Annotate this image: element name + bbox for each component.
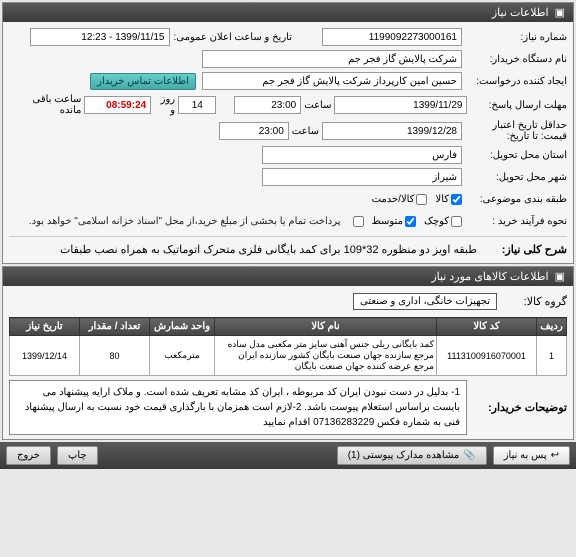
delivery-prov-field: فارس [262,146,462,164]
items-header: ▣ اطلاعات کالاهای مورد نیاز [3,267,573,286]
deadline-time-field: 23:00 [234,96,301,114]
items-panel: ▣ اطلاعات کالاهای مورد نیاز گروه کالا: ت… [2,266,574,440]
panel-body: شماره نیاز: 1199092273000161 تاریخ و ساع… [3,22,573,263]
remain-suffix: ساعت باقی مانده [12,94,81,116]
info-icon: ▣ [555,6,565,19]
th-name: نام کالا [215,318,437,336]
treasury-checkbox-input[interactable] [353,216,364,227]
subject-text: طبقه اویز دو منظوره 32*109 برای کمد بایگ… [60,243,477,256]
small-checkbox-input[interactable] [451,216,462,227]
validity-date-field: 1399/12/28 [322,122,462,140]
need-number-label: شماره نیاز: [462,32,567,43]
bottom-toolbar: ↩ پس به نیاز 📎 مشاهده مدارک پیوستی (1) چ… [0,442,576,469]
th-qty: تعداد / مقدار [80,318,150,336]
small-checkbox[interactable]: کوچک [424,216,462,227]
group-label: گروه کالا: [497,295,567,308]
contact-info-button[interactable]: اطلاعات تماس خریدار [90,73,196,90]
list-icon: ▣ [555,270,565,283]
items-body: گروه کالا: تجهیزات خانگی، اداری و صنعتی … [3,286,573,439]
service-checkbox-input[interactable] [416,194,427,205]
th-unit: واحد شمارش [150,318,215,336]
desc-label: توضیحات خریدار: [467,380,567,435]
delivery-city-field: شیراز [262,168,462,186]
announce-field: 1399/11/15 - 12:23 [30,28,170,46]
saat-label-2: ساعت [292,126,319,137]
validity-label: حداقل تاریخ اعتبار قیمت: تا تاریخ: [462,120,567,142]
panel-title: اطلاعات نیاز [492,6,549,19]
remain-days-field: 14 [178,96,216,114]
cell-name: کمد بایگانی ریلی جنس آهنی سایز متر مکعبی… [215,336,437,376]
panel-header: ▣ اطلاعات نیاز [3,3,573,22]
items-table: ردیف کد کالا نام کالا واحد شمارش تعداد /… [9,317,567,376]
cell-row: 1 [537,336,567,376]
medium-checkbox[interactable]: متوسط [372,216,416,227]
group-value: تجهیزات خانگی، اداری و صنعتی [353,293,497,310]
creator-field: حسین امین کارپرداز شرکت پالایش گاز فجر ج… [202,72,462,90]
creator-label: ایجاد کننده درخواست: [462,76,567,87]
th-row: ردیف [537,318,567,336]
subject-label: شرح کلی نیاز: [477,243,567,256]
medium-checkbox-input[interactable] [405,216,416,227]
buyer-org-field: شرکت پالایش گاز فجر جم [202,50,462,68]
attachment-icon: 📎 [463,450,475,461]
desc-text: 1- بدلیل در دست نبودن ایران کد مربوطه ، … [9,380,467,435]
cell-unit: مترمکعب [150,336,215,376]
return-icon: ↩ [551,450,559,461]
goods-checkbox[interactable]: کالا [435,194,462,205]
service-checkbox[interactable]: کالا/خدمت [372,194,428,205]
process-label: نحوه فرآیند خرید : [462,216,567,227]
announce-label: تاریخ و ساعت اعلان عمومی: [174,32,293,43]
goods-checkbox-input[interactable] [451,194,462,205]
saat-label-1: ساعت [304,100,331,111]
th-code: کد کالا [437,318,537,336]
buyer-org-label: نام دستگاه خریدار: [462,54,567,65]
deadline-label: مهلت ارسال پاسخ: [467,100,567,111]
validity-time-field: 23:00 [219,122,289,140]
countdown-field: 08:59:24 [84,96,151,114]
table-row: 1 1113100916070001 کمد بایگانی ریلی جنس … [10,336,567,376]
budget-type-label: طبقه بندی موضوعی: [462,194,567,205]
exit-button[interactable]: خروج [6,446,51,465]
th-date: تاریخ نیاز [10,318,80,336]
need-number-field: 1199092273000161 [322,28,462,46]
print-button[interactable]: چاپ [57,446,98,465]
cell-qty: 80 [80,336,150,376]
deadline-date-field: 1399/11/29 [334,96,467,114]
cell-date: 1399/12/14 [10,336,80,376]
delivery-prov-label: استان محل تحویل: [462,150,567,161]
need-info-panel: ▣ اطلاعات نیاز شماره نیاز: 1199092273000… [2,2,574,264]
rooz-label: روز و [154,94,175,116]
cell-code: 1113100916070001 [437,336,537,376]
treasury-checkbox[interactable] [353,216,364,227]
attachments-button[interactable]: 📎 مشاهده مدارک پیوستی (1) [337,446,487,465]
return-button[interactable]: ↩ پس به نیاز [493,446,570,465]
items-title: اطلاعات کالاهای مورد نیاز [431,270,548,283]
delivery-city-label: شهر محل تحویل: [462,172,567,183]
process-note: پرداخت تمام یا بخشی از مبلغ خرید،از محل … [29,216,341,227]
